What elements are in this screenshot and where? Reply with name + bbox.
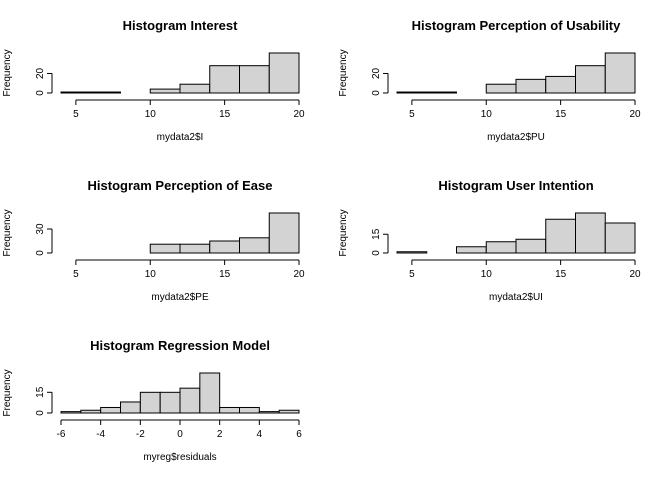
histogram-bar: [219, 406, 241, 414]
histogram-bar: [80, 409, 102, 414]
histogram-bar: [604, 222, 636, 254]
x-axis-label: mydata2$PE: [151, 292, 209, 303]
chart-title: Histogram User Intention: [438, 178, 593, 193]
y-tick-label: 0: [371, 90, 382, 96]
histogram-bar: [179, 83, 211, 94]
x-tick-label: -6: [57, 429, 66, 440]
chart-title: Histogram Perception of Ease: [88, 178, 273, 193]
histogram-bar: [209, 240, 240, 254]
histogram-bar: [60, 91, 92, 94]
y-tick-label: 15: [35, 386, 46, 398]
histogram-bar: [268, 52, 300, 94]
x-tick-label: 5: [409, 269, 415, 280]
histogram-bar: [575, 65, 606, 94]
histogram-bar: [60, 411, 82, 414]
histogram-panel-5: Histogram Regression Model -6 -4 -2 0 2 4 6 myre…: [2, 338, 302, 463]
histogram-bar: [239, 65, 270, 94]
chart-title: Histogram Perception of Usability: [412, 18, 622, 33]
histogram-bar: [258, 411, 280, 414]
histogram-bar: [179, 243, 211, 254]
x-tick-label: 5: [409, 109, 415, 120]
y-tick-label: 0: [35, 250, 46, 256]
histogram-bar: [139, 391, 161, 414]
histogram-bar: [485, 83, 517, 94]
y-tick-label: 30: [35, 223, 46, 235]
x-tick-label: 4: [257, 429, 263, 440]
histogram-bar: [575, 212, 606, 254]
histogram-bar: [149, 243, 181, 254]
x-tick-label: 15: [219, 269, 231, 280]
x-tick-label: 15: [555, 109, 567, 120]
y-tick-label: 0: [35, 410, 46, 416]
histogram-bar: [278, 409, 300, 414]
x-tick-label: -4: [96, 429, 105, 440]
y-axis-label: Frequency: [2, 209, 13, 256]
histogram-bar: [456, 246, 487, 254]
x-tick-label: 20: [629, 269, 641, 280]
histogram-panel-4: Histogram User Intention 5 10 15 20 mydata2$U…: [338, 178, 641, 303]
y-axis-label: Frequency: [338, 49, 349, 96]
x-tick-label: 10: [481, 269, 493, 280]
x-tick-label: 20: [629, 109, 641, 120]
x-tick-label: 10: [145, 269, 157, 280]
histogram-panel-2: Histogram Perception of Usability 5 10 15 20…: [338, 18, 641, 143]
histogram-bar: [199, 372, 221, 414]
y-axis-label: Frequency: [2, 369, 13, 416]
x-tick-label: 15: [219, 109, 231, 120]
x-tick-label: 2: [217, 429, 223, 440]
histogram-bar: [209, 65, 240, 94]
x-tick-label: 5: [73, 109, 79, 120]
histogram-panel-1: Histogram Interest 5 10 15 20 mydata2$I 0 20 Fre…: [2, 18, 305, 143]
y-axis-label: Frequency: [338, 209, 349, 256]
y-tick-label: 20: [371, 67, 382, 79]
histogram-bar: [268, 212, 300, 254]
histogram-panel-3: Histogram Perception of Ease 5 10 15 20 mydat…: [2, 178, 305, 303]
y-tick-label: 15: [371, 228, 382, 240]
histogram-bar: [100, 406, 121, 414]
x-tick-label: 6: [296, 429, 302, 440]
x-tick-label: 5: [73, 269, 79, 280]
histogram-bar: [396, 251, 428, 254]
histogram-bar: [120, 401, 141, 414]
histogram-bar: [515, 238, 547, 254]
histogram-bar: [426, 91, 457, 94]
x-tick-label: 10: [481, 109, 493, 120]
x-tick-label: 10: [145, 109, 157, 120]
x-axis-label: mydata2$I: [157, 132, 204, 143]
x-axis-label: mydata2$PU: [487, 132, 545, 143]
x-axis-label: mydata2$UI: [489, 292, 543, 303]
y-axis-label: Frequency: [2, 49, 13, 96]
histogram-bar: [239, 237, 270, 254]
y-tick-label: 0: [371, 250, 382, 256]
x-tick-label: 20: [293, 109, 305, 120]
x-tick-label: 20: [293, 269, 305, 280]
chart-title: Histogram Interest: [123, 18, 239, 33]
y-tick-label: 0: [35, 90, 46, 96]
x-tick-label: 15: [555, 269, 567, 280]
y-tick-label: 20: [35, 67, 46, 79]
histogram-bar: [604, 52, 636, 94]
histogram-bar: [159, 391, 181, 414]
x-tick-label: -2: [136, 429, 145, 440]
histogram-bar: [90, 91, 121, 94]
x-tick-label: 0: [177, 429, 183, 440]
histogram-bar: [396, 91, 428, 94]
histogram-bar: [545, 75, 576, 94]
histogram-bar: [485, 241, 517, 254]
histogram-bar: [179, 387, 201, 414]
histogram-bar: [149, 88, 181, 94]
x-axis-label: myreg$residuals: [143, 452, 216, 463]
histogram-bar: [239, 406, 260, 414]
histogram-bar: [545, 218, 576, 254]
chart-title: Histogram Regression Model: [90, 338, 270, 353]
histogram-bar: [515, 78, 547, 94]
